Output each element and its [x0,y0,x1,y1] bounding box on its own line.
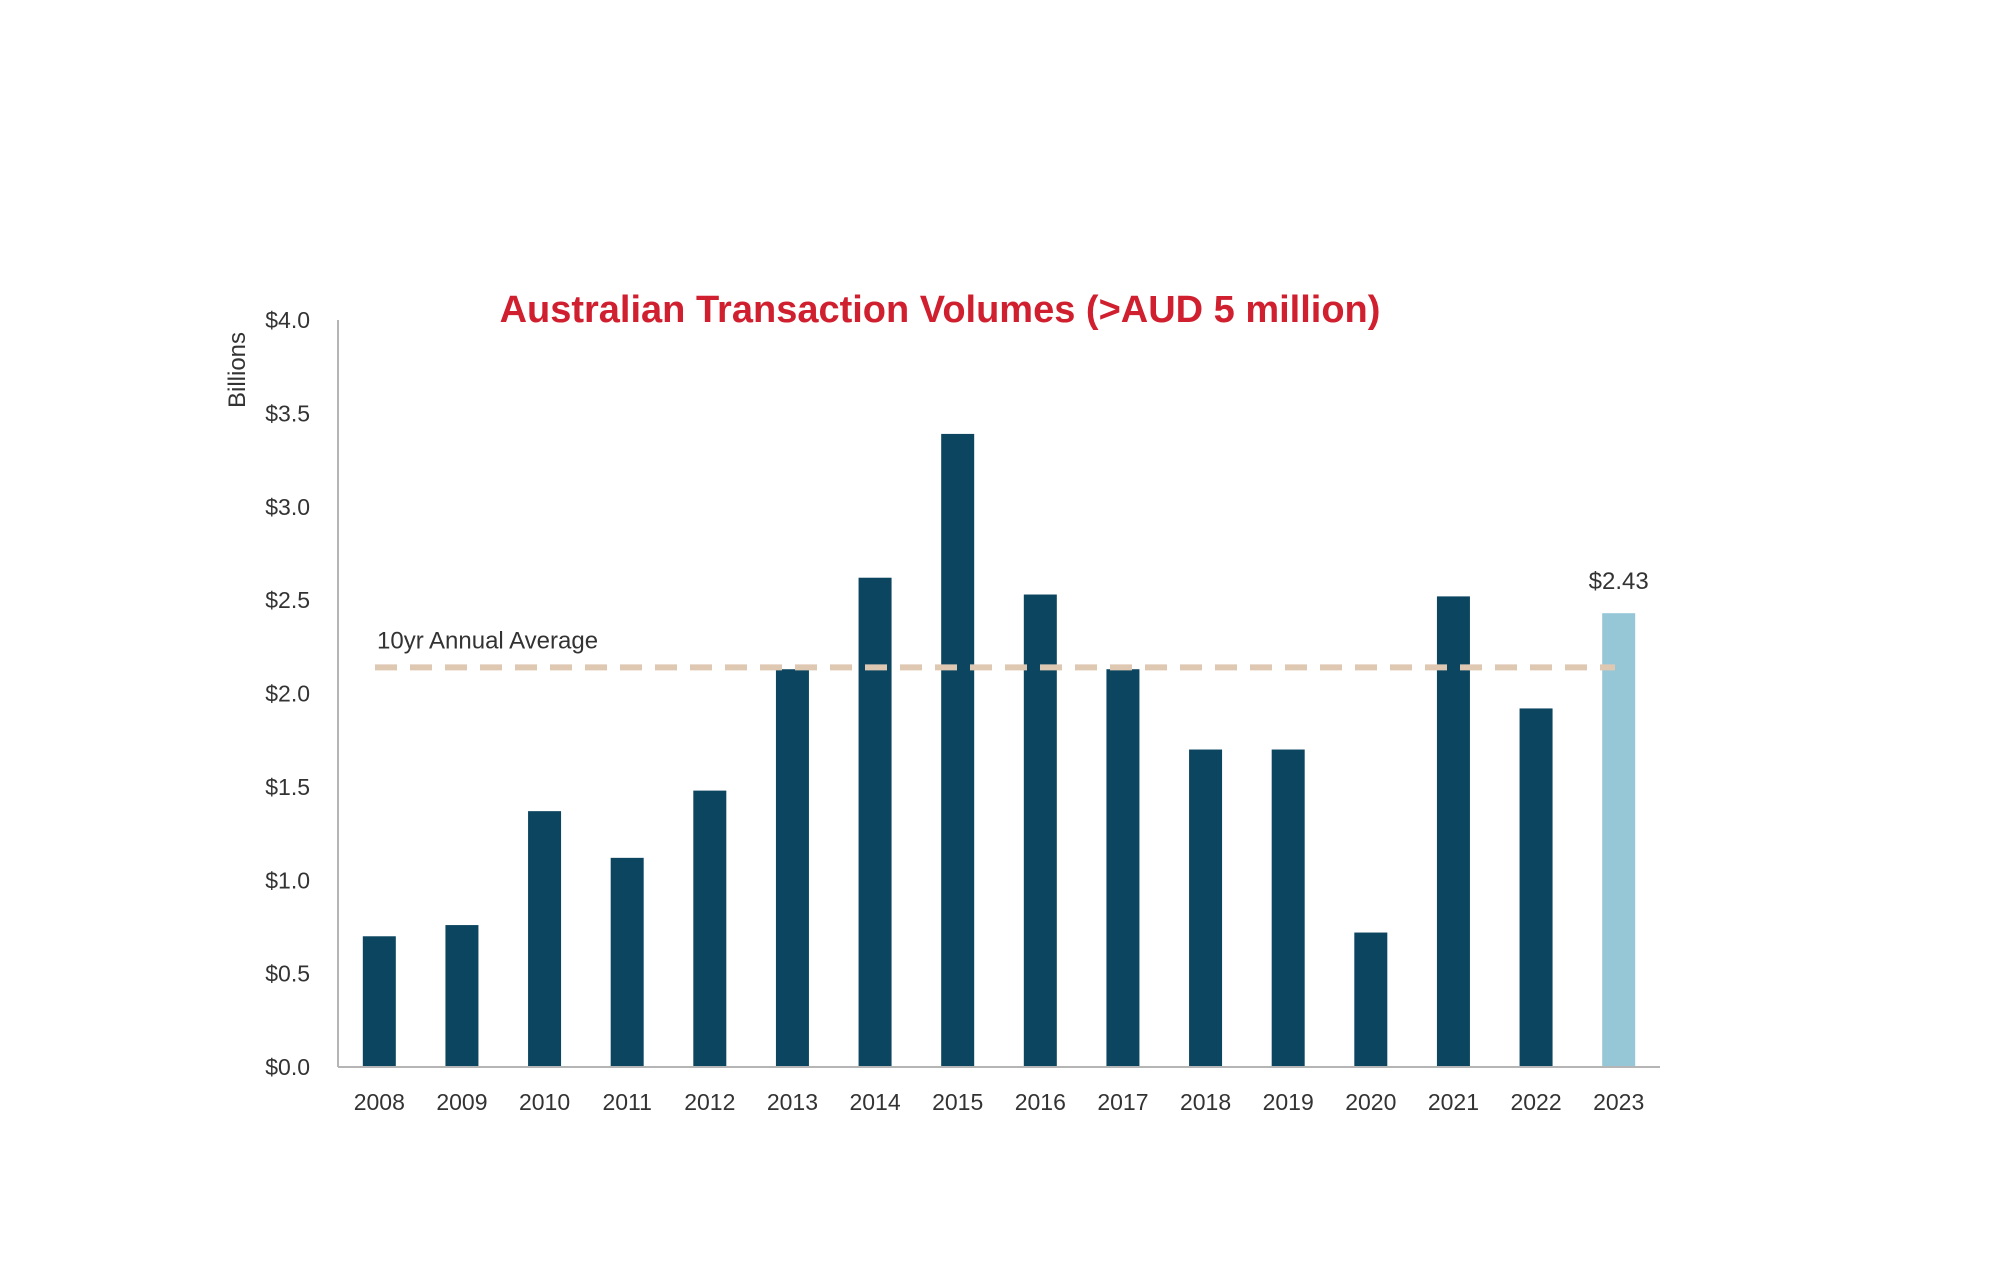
average-line-group: 10yr Annual Average [375,627,1615,671]
bar-2021 [1436,596,1470,1067]
y-tick-label: $4.0 [265,307,310,333]
x-tick-label: 2008 [354,1089,405,1115]
bar-2008 [362,936,396,1067]
x-tick-label: 2012 [684,1089,735,1115]
y-tick-label: $2.5 [265,587,310,613]
y-tick-label: $3.5 [265,400,310,426]
data-label: $2.43 [1589,568,1649,595]
y-tick-label: $0.0 [265,1054,310,1080]
x-tick-label: 2020 [1345,1089,1396,1115]
bar-2012 [693,790,727,1067]
x-tick-label: 2016 [1015,1089,1066,1115]
y-tick-label: $3.0 [265,494,310,520]
bar-2013 [775,669,809,1067]
bar-2020 [1354,932,1388,1067]
x-tick-label: 2023 [1593,1089,1644,1115]
bar-2018 [1189,749,1223,1067]
y-tick-label: $2.0 [265,681,310,707]
data-labels: $2.43 [1589,568,1649,595]
y-axis-label: Billions [224,332,251,408]
x-axis-ticks: 2008 2009 2010 2011 2012 2013 2014 2015 2016 2017… [354,1089,1645,1115]
x-tick-label: 2018 [1180,1089,1231,1115]
x-tick-label: 2015 [932,1089,983,1115]
bar-2022 [1519,708,1553,1067]
x-tick-label: 2014 [849,1089,900,1115]
y-tick-label: $0.5 [265,961,310,987]
y-axis-ticks: $0.0 $0.5 $1.0 $1.5 $2.0 $2.5 $3.0 $3.5 $4.0 [265,307,310,1080]
x-tick-label: 2009 [436,1089,487,1115]
x-tick-label: 2010 [519,1089,570,1115]
x-tick-label: 2013 [767,1089,818,1115]
bar-2014 [858,577,892,1067]
bar-2016 [1023,594,1057,1067]
bar-2011 [610,857,644,1067]
x-tick-label: 2022 [1510,1089,1561,1115]
bar-2017 [1106,669,1140,1067]
average-line-label: 10yr Annual Average [377,627,598,654]
x-tick-label: 2017 [1097,1089,1148,1115]
y-tick-label: $1.5 [265,774,310,800]
bar-2010 [528,811,562,1067]
bar-2019 [1271,749,1305,1067]
x-tick-label: 2021 [1428,1089,1479,1115]
bar-2015 [941,433,975,1068]
x-tick-label: 2019 [1263,1089,1314,1115]
chart-title: Australian Transaction Volumes (>AUD 5 m… [500,289,1381,331]
x-tick-label: 2011 [602,1089,651,1115]
y-tick-label: $1.0 [265,867,310,893]
bar-2023 [1602,613,1636,1067]
bar-2009 [445,925,479,1067]
bars [362,433,1636,1068]
